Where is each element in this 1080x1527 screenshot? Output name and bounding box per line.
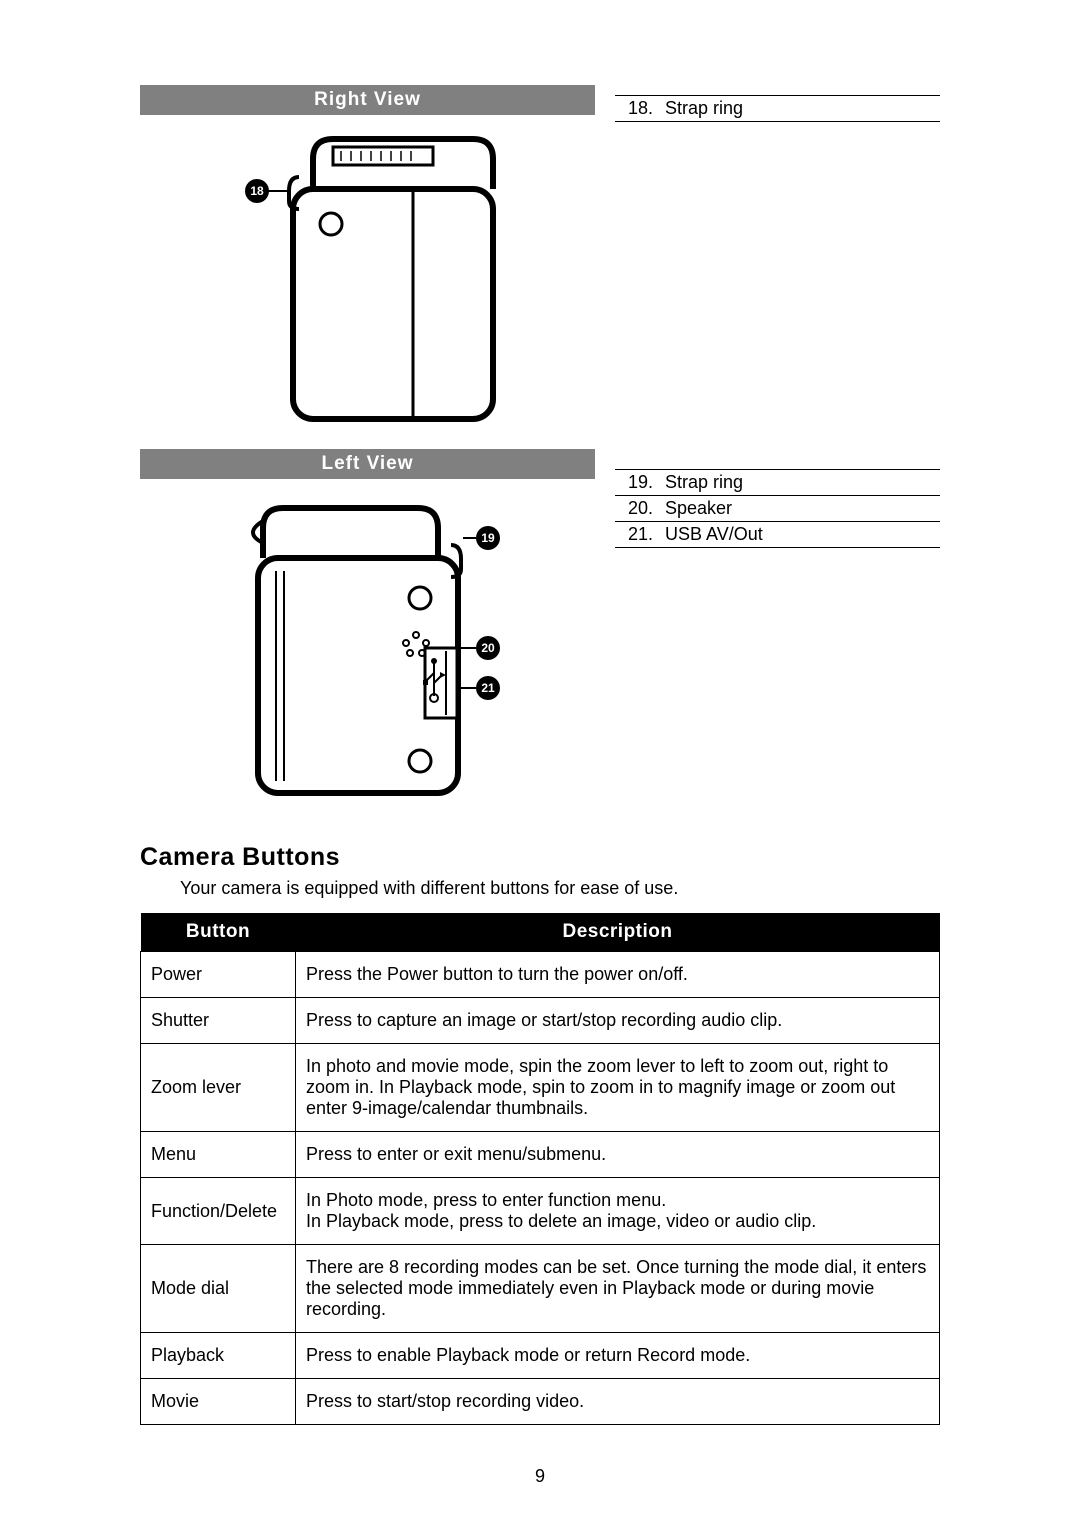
button-desc: Press to start/stop recording video. <box>296 1379 940 1425</box>
button-desc: In photo and movie mode, spin the zoom l… <box>296 1044 940 1132</box>
button-name: Function/Delete <box>141 1178 296 1245</box>
camera-right-view-svg: 18 <box>213 129 523 439</box>
button-name: Power <box>141 952 296 998</box>
button-name: Mode dial <box>141 1245 296 1333</box>
left-view-legend-col: 19. Strap ring 20. Speaker 21. USB AV/Ou… <box>615 449 940 823</box>
camera-buttons-subtitle: Your camera is equipped with different b… <box>180 878 940 899</box>
button-name: Playback <box>141 1333 296 1379</box>
left-view-diagram: 19 20 21 <box>140 479 595 823</box>
left-view-section: Left View <box>140 449 940 823</box>
header-button: Button <box>141 913 296 952</box>
left-view-legend: 19. Strap ring 20. Speaker 21. USB AV/Ou… <box>615 469 940 548</box>
legend-num: 21. <box>615 522 659 548</box>
svg-text:21: 21 <box>481 681 495 695</box>
svg-text:20: 20 <box>481 641 495 655</box>
left-view-left-column: Left View <box>140 449 595 823</box>
table-header-row: Button Description <box>141 913 940 952</box>
left-view-header: Left View <box>140 449 595 479</box>
right-view-legend-col: 18. Strap ring <box>615 85 940 449</box>
legend-num: 20. <box>615 496 659 522</box>
legend-label: Speaker <box>659 496 940 522</box>
button-name: Movie <box>141 1379 296 1425</box>
button-desc: Press to enable Playback mode or return … <box>296 1333 940 1379</box>
right-view-left-column: Right View <box>140 85 595 449</box>
button-name: Zoom lever <box>141 1044 296 1132</box>
table-row: Movie Press to start/stop recording vide… <box>141 1379 940 1425</box>
table-row: Power Press the Power button to turn the… <box>141 952 940 998</box>
table-row: Shutter Press to capture an image or sta… <box>141 998 940 1044</box>
button-desc: Press the Power button to turn the power… <box>296 952 940 998</box>
table-row: Playback Press to enable Playback mode o… <box>141 1333 940 1379</box>
svg-text:18: 18 <box>250 184 264 198</box>
header-description: Description <box>296 913 940 952</box>
button-desc: There are 8 recording modes can be set. … <box>296 1245 940 1333</box>
button-name: Menu <box>141 1132 296 1178</box>
legend-label: Strap ring <box>659 470 940 496</box>
right-view-header: Right View <box>140 85 595 115</box>
table-row: Zoom lever In photo and movie mode, spin… <box>141 1044 940 1132</box>
page-number: 9 <box>0 1466 1080 1487</box>
legend-num: 19. <box>615 470 659 496</box>
button-desc: Press to capture an image or start/stop … <box>296 998 940 1044</box>
button-desc: In Photo mode, press to enter function m… <box>296 1178 940 1245</box>
button-desc: Press to enter or exit menu/submenu. <box>296 1132 940 1178</box>
camera-buttons-table: Button Description Power Press the Power… <box>140 913 940 1425</box>
table-row: Menu Press to enter or exit menu/submenu… <box>141 1132 940 1178</box>
right-view-diagram: 18 <box>140 115 595 449</box>
right-view-section: Right View <box>140 85 940 449</box>
button-name: Shutter <box>141 998 296 1044</box>
legend-num: 18. <box>615 96 659 122</box>
camera-buttons-title: Camera Buttons <box>140 843 940 872</box>
camera-left-view-svg: 19 20 21 <box>188 493 548 813</box>
legend-label: USB AV/Out <box>659 522 940 548</box>
svg-text:19: 19 <box>481 531 495 545</box>
legend-label: Strap ring <box>659 96 940 122</box>
right-view-legend: 18. Strap ring <box>615 95 940 122</box>
table-row: Mode dial There are 8 recording modes ca… <box>141 1245 940 1333</box>
table-row: Function/Delete In Photo mode, press to … <box>141 1178 940 1245</box>
